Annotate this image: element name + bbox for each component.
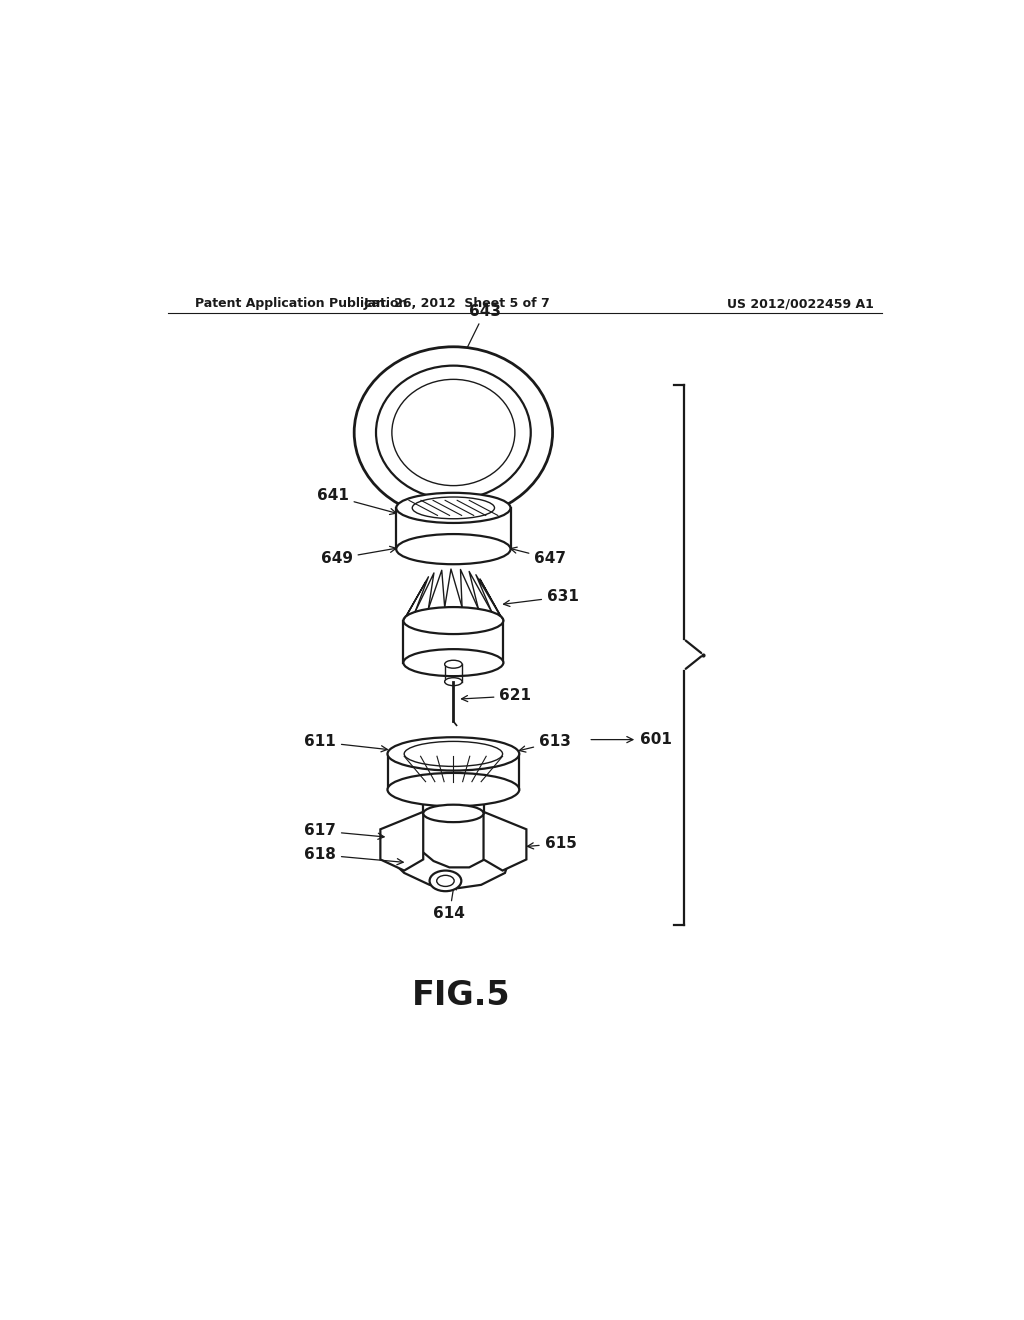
Text: 621: 621 xyxy=(462,689,531,704)
Ellipse shape xyxy=(423,805,483,822)
Text: 611: 611 xyxy=(304,734,387,752)
Ellipse shape xyxy=(387,774,519,807)
Text: 631: 631 xyxy=(504,589,579,606)
Text: 617: 617 xyxy=(304,824,384,840)
Text: 647: 647 xyxy=(511,546,566,566)
Polygon shape xyxy=(483,812,526,871)
Text: 601: 601 xyxy=(591,733,672,747)
Ellipse shape xyxy=(396,535,511,564)
Text: Patent Application Publication: Patent Application Publication xyxy=(196,297,408,310)
Text: US 2012/0022459 A1: US 2012/0022459 A1 xyxy=(727,297,874,310)
Ellipse shape xyxy=(354,347,553,519)
Polygon shape xyxy=(380,812,423,871)
Polygon shape xyxy=(396,508,511,549)
Text: 618: 618 xyxy=(304,847,403,865)
Text: Jan. 26, 2012  Sheet 5 of 7: Jan. 26, 2012 Sheet 5 of 7 xyxy=(364,297,551,310)
Text: 614: 614 xyxy=(433,883,465,921)
Polygon shape xyxy=(390,841,513,888)
Text: 645: 645 xyxy=(465,413,498,428)
Text: 641: 641 xyxy=(316,488,396,515)
Ellipse shape xyxy=(387,738,519,771)
Polygon shape xyxy=(387,754,519,789)
Ellipse shape xyxy=(376,366,530,499)
Ellipse shape xyxy=(444,677,462,685)
Text: 649: 649 xyxy=(321,546,396,566)
Ellipse shape xyxy=(403,649,504,676)
Ellipse shape xyxy=(396,492,511,523)
Ellipse shape xyxy=(403,607,504,634)
Ellipse shape xyxy=(444,660,462,668)
Text: 615: 615 xyxy=(527,836,577,851)
Text: 643: 643 xyxy=(463,304,502,358)
Text: 613: 613 xyxy=(519,734,571,752)
Polygon shape xyxy=(423,789,483,813)
Polygon shape xyxy=(403,620,504,663)
Ellipse shape xyxy=(430,871,461,891)
Text: FIG.5: FIG.5 xyxy=(412,979,511,1012)
